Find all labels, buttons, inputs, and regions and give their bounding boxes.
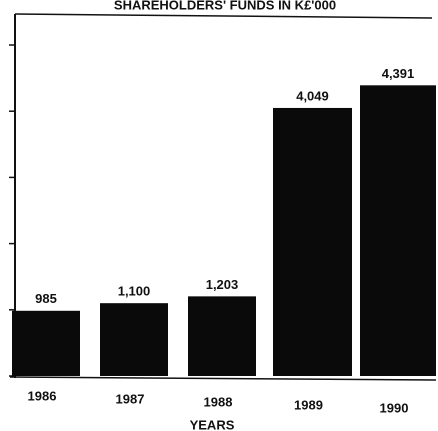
x-tick-label: 1986 [28,388,57,403]
value-label: 1,203 [206,277,239,292]
x-tick-label: 1990 [380,400,409,415]
x-tick-label: 1987 [116,391,145,406]
x-axis-label: YEARS [190,417,235,431]
frame-top [14,13,433,19]
x-tick-label: 1989 [294,397,323,412]
chart-title: SHAREHOLDERS' FUNDS IN K£'000 [114,0,336,12]
value-label: 4,391 [382,66,415,81]
value-label: 1,100 [118,284,151,299]
bar [12,310,80,376]
bar [100,303,168,376]
x-axis [9,376,437,381]
bar [273,107,352,376]
bar [360,85,436,377]
value-label: 985 [35,291,57,306]
x-tick-label: 1988 [204,394,233,409]
value-label: 4,049 [296,88,329,103]
bar [188,296,256,376]
